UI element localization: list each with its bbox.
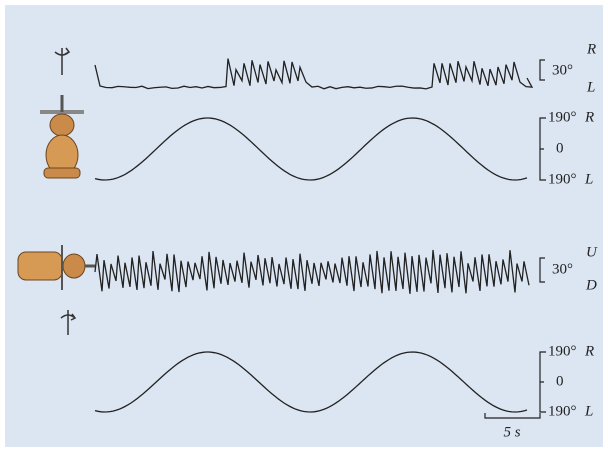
head-top: 190° [548,109,577,125]
eye-down: D [585,277,597,293]
eye-scale: 30° [552,62,573,78]
head-bottom: 190° [548,403,577,419]
head-bottom-dir: L [584,171,593,187]
head-bottom: 190° [548,171,577,187]
head-zero: 0 [556,373,564,389]
head-zero: 0 [556,140,564,156]
time-label: 5 s [503,424,520,440]
head-bottom-dir: L [584,403,593,419]
head-top-dir: R [584,343,594,359]
eye-up: R [586,41,596,57]
eye-up: U [586,244,598,260]
figure: 30° R L 190° R 0 190° L 30° U D 190° R 0… [0,0,608,452]
eye-scale: 30° [552,261,573,277]
head-top-dir: R [584,109,594,125]
head-top: 190° [548,343,577,359]
eye-down: L [586,79,595,95]
